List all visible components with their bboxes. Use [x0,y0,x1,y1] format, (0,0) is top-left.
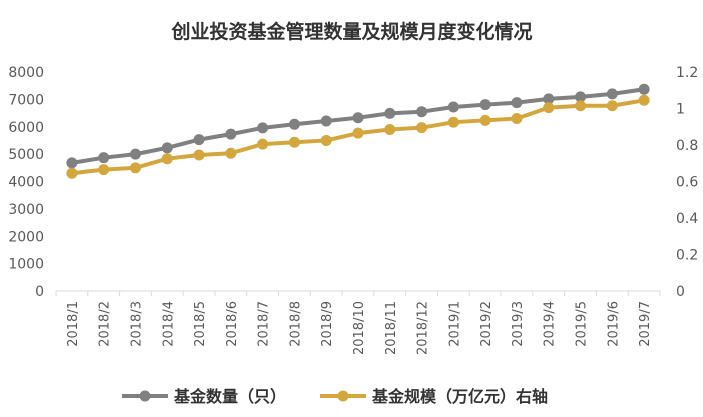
series-1-point [193,134,205,146]
series-2-point [193,149,205,161]
right-axis-tick-label: 0 [676,284,685,300]
series-2-point [320,134,332,146]
left-axis-tick-label: 3000 [8,202,44,218]
series-2-point [638,94,650,106]
chart-title: 创业投资基金管理数量及规模月度变化情况 [170,20,532,43]
left-axis-tick-label: 4000 [8,175,44,191]
right-axis-ticks: 0 0.2 0.4 0.6 0.8 1 1.2 [676,65,698,300]
right-axis-tick-label: 0.4 [676,211,698,227]
x-axis-tick-label: 2019/4 [543,301,558,347]
series-2-point [129,162,141,174]
x-axis-tick-label: 2018/5 [193,301,208,347]
left-axis-tick-label: 1000 [8,257,44,273]
x-axis-tick-label: 2018/2 [98,301,113,347]
series-2-point [543,102,555,114]
series-2-point [575,100,587,112]
x-axis-tick-label: 2018/3 [129,301,144,347]
x-axis-tick-label: 2019/5 [575,301,590,347]
series-2-point [98,164,110,176]
legend-label-2: 基金规模（万亿元）右轴 [371,387,548,406]
x-axis-tick-label: 2018/8 [288,301,303,347]
series-2-point [161,153,173,165]
series-2-point [416,122,428,134]
series-1-point [320,115,332,127]
x-axis-tick-label: 2018/7 [257,301,272,347]
series-line-1 [71,87,645,165]
series-1-point [257,122,269,134]
series-2-point [288,136,300,148]
x-axis-tick-label: 2019/3 [511,301,526,347]
legend: 基金数量（只） 基金规模（万亿元）右轴 [122,387,548,406]
left-axis-tick-label: 2000 [8,229,44,245]
x-axis-tick-label: 2018/11 [384,301,399,355]
x-axis-tick-label: 2018/10 [352,301,367,355]
x-axis-tick-label: 2019/1 [447,301,462,347]
series-1-point [638,83,650,95]
x-axis-tick-label: 2018/9 [320,301,335,347]
x-axis-tick-label: 2019/6 [606,301,621,347]
series-2-point [447,116,459,128]
series-1-point [225,128,237,140]
right-axis-tick-label: 0.2 [676,248,698,264]
series-2-point [384,123,396,135]
series-1-point [161,142,173,154]
series-1-point [288,118,300,130]
series-1-point [575,91,587,103]
series-1-point [98,152,110,164]
right-axis-tick-label: 0.8 [676,138,698,154]
series-1-point [384,107,396,119]
series-1-point [543,93,555,105]
series-1-point [352,112,364,124]
series-2-point [511,113,523,125]
series-1-point [606,88,618,100]
series-1-point [511,97,523,109]
series-1-point [66,157,78,169]
legend-label-1: 基金数量（只） [173,387,286,406]
series-2-point [479,114,491,126]
x-axis-tick-label: 2018/6 [225,301,240,347]
series-1-point [447,101,459,113]
left-axis-ticks: 0 1000 2000 3000 4000 5000 6000 7000 8000 [8,65,44,300]
legend-marker-1 [139,390,151,402]
series-2-point [225,147,237,159]
left-axis-tick-label: 0 [35,284,44,300]
left-axis-tick-label: 6000 [8,120,44,136]
legend-marker-2 [337,390,349,402]
right-axis-tick-label: 1 [676,102,685,118]
x-axis-tick-label: 2018/12 [416,301,431,355]
x-axis-tick-label: 2019/7 [638,301,653,347]
series-2-point [606,100,618,112]
x-axis-tick-label: 2018/4 [161,301,176,347]
left-axis-tick-label: 5000 [8,147,44,163]
series-2-point [352,127,364,139]
series-1-point [479,99,491,111]
right-axis-tick-label: 0.6 [676,175,698,191]
x-axis-tick-label: 2018/1 [66,301,81,347]
series-2-point [257,138,269,150]
series-1-point [416,106,428,118]
series-layer [66,83,650,179]
x-axis-tick-label: 2019/2 [479,301,494,347]
right-axis-tick-label: 1.2 [676,65,698,81]
left-axis-tick-label: 8000 [8,65,44,81]
left-axis-tick-label: 7000 [8,92,44,108]
series-1-point [129,148,141,160]
series-2-point [66,167,78,179]
x-axis-ticks: 2018/1 2018/2 2018/3 2018/4 2018/5 2018/6 2018… [55,291,661,355]
